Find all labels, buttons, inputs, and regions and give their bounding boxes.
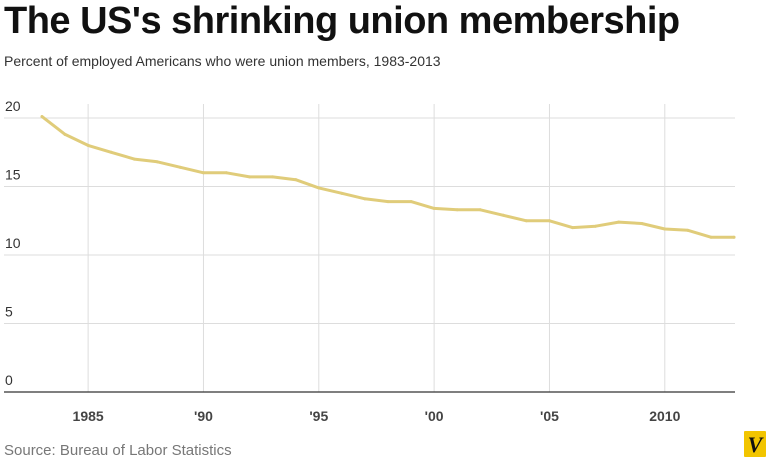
data-point-1984 (63, 132, 67, 136)
data-point-2000 (432, 206, 436, 210)
logo-background (744, 431, 766, 457)
y-tick-label-15: 15 (5, 167, 21, 183)
series-layer (40, 115, 736, 239)
data-point-1985 (86, 143, 90, 147)
x-tick-label-2000: '00 (425, 408, 444, 424)
data-point-2002 (478, 208, 482, 212)
data-point-1996 (340, 191, 344, 195)
data-point-1989 (178, 165, 182, 169)
y-tick-label-5: 5 (5, 304, 13, 320)
x-tick-label-2005: '05 (540, 408, 559, 424)
x-tick-label-1990: '90 (194, 408, 213, 424)
series-line-0 (40, 115, 736, 239)
data-point-2007 (594, 224, 598, 228)
y-tick-label-20: 20 (5, 98, 21, 114)
data-point-1991 (225, 171, 229, 175)
data-point-2005 (547, 219, 551, 223)
chart-subtitle: Percent of employed Americans who were u… (4, 53, 441, 69)
data-point-2001 (455, 208, 459, 212)
data-point-1995 (317, 186, 321, 190)
x-tick-label-2010: 2010 (649, 408, 680, 424)
data-point-1994 (294, 178, 298, 182)
source-note: Source: Bureau of Labor Statistics (4, 442, 232, 459)
logo-letter: V (748, 432, 765, 457)
data-point-1999 (409, 200, 413, 204)
x-axis-ticks: 1985 '90 '95 '00 '05 2010 (73, 408, 681, 424)
data-point-1986 (109, 150, 113, 154)
y-tick-label-0: 0 (5, 372, 13, 388)
data-point-2003 (501, 213, 505, 217)
y-axis-ticks: 0 5 10 15 20 (5, 98, 21, 388)
x-tick-label-1985: 1985 (73, 408, 104, 424)
y-tick-label-10: 10 (5, 235, 21, 251)
data-point-1990 (201, 171, 205, 175)
data-point-2012 (709, 235, 713, 239)
data-point-1987 (132, 157, 136, 161)
data-point-1988 (155, 160, 159, 164)
x-tick-label-1995: '95 (309, 408, 328, 424)
data-point-2009 (640, 221, 644, 225)
data-point-2013 (732, 235, 736, 239)
data-point-2010 (663, 227, 667, 231)
grid-lines (4, 104, 735, 392)
data-point-2004 (524, 219, 528, 223)
data-point-2006 (571, 226, 575, 230)
vox-logo: V (744, 431, 766, 457)
data-point-1992 (248, 175, 252, 179)
chart-title: The US's shrinking union membership (4, 0, 680, 42)
data-point-2008 (617, 220, 621, 224)
data-point-1983 (40, 115, 44, 119)
data-point-1993 (271, 175, 275, 179)
data-point-2011 (686, 228, 690, 232)
data-point-1998 (386, 200, 390, 204)
data-point-1997 (363, 197, 367, 201)
